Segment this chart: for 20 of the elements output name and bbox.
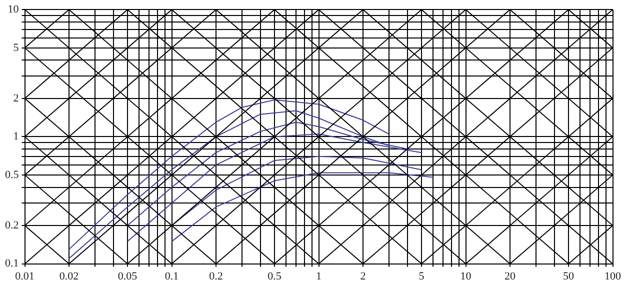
x-tick-label: 10	[460, 270, 472, 282]
x-tick-label: 0.1	[164, 270, 179, 282]
x-tick-label: 0.5	[268, 270, 282, 282]
x-tick-label: 2	[360, 270, 366, 282]
y-tick-label: 0.5	[5, 168, 20, 181]
x-tick-label: 5	[418, 270, 425, 282]
x-tick-label: 1	[316, 270, 322, 282]
x-tick-label: 0.01	[15, 270, 34, 282]
x-tick-label: 50	[563, 270, 574, 282]
y-tick-label: 0.1	[5, 258, 19, 270]
x-tick-label: 20	[504, 270, 516, 282]
y-tick-label: 2	[13, 92, 19, 104]
y-tick-label: 10	[8, 3, 20, 16]
x-tick-label: 0.02	[59, 270, 79, 282]
x-tick-label: 100	[604, 270, 622, 282]
x-tick-label: 0.05	[118, 270, 138, 282]
y-tick-label: 1	[13, 130, 19, 143]
y-tick-label: 5	[13, 42, 20, 54]
y-tick-label: 0.2	[5, 219, 19, 232]
x-tick-label: 0.2	[209, 270, 223, 282]
